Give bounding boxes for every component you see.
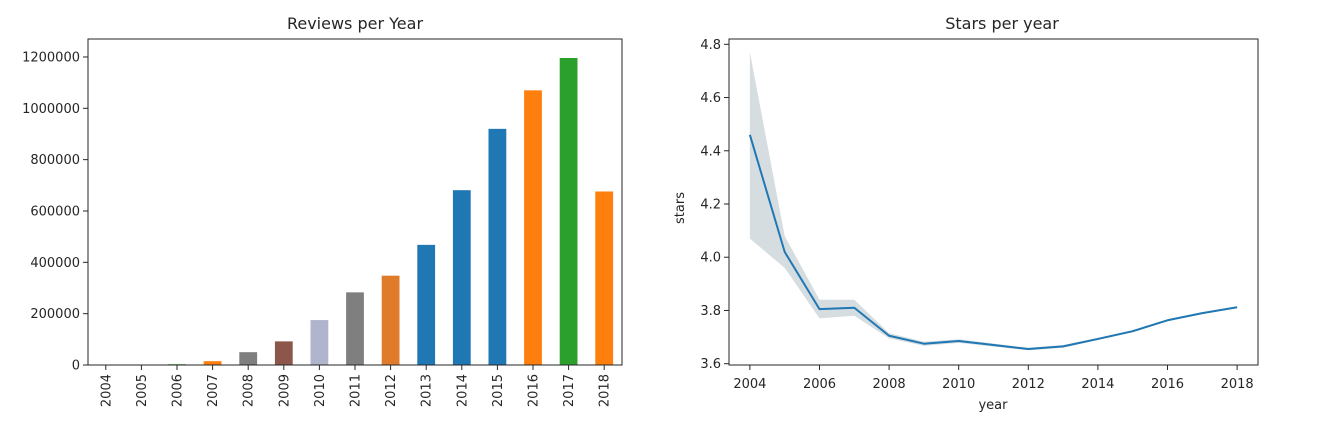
line-y-axis-label: stars: [673, 192, 688, 224]
bar-y-tick-label: 600000: [30, 204, 80, 219]
stars-line: [748, 134, 1238, 351]
bar-x-tick-label: 2007: [206, 374, 221, 407]
bar-2017: [559, 57, 578, 366]
line-y-tick-label: 4.2: [700, 197, 721, 212]
line-y-tick-label: 4.8: [700, 38, 721, 53]
bar-chart-title: Reviews per Year: [287, 14, 423, 33]
line-x-axis: 2004 2006 2008 2010 2012 2014 2016 2018: [733, 365, 1254, 392]
line-y-tick-label: 3.6: [700, 357, 721, 372]
bar-x-tick-label: 2005: [135, 374, 150, 407]
bar-y-tick-label: 0: [72, 359, 80, 374]
bar-chart: Reviews per Year 0 200000 400000 600000 8000…: [22, 14, 623, 407]
line-x-axis-label: year: [978, 398, 1008, 413]
line-y-tick-label: 4.6: [700, 91, 721, 106]
bar-x-tick-label: 2013: [420, 374, 435, 407]
line-x-tick-label: 2008: [873, 377, 906, 392]
bar-y-tick-label: 1000000: [22, 102, 80, 117]
line-x-tick-label: 2006: [803, 377, 836, 392]
line-chart-title: Stars per year: [945, 14, 1059, 33]
line-x-tick-label: 2004: [733, 377, 766, 392]
bar-x-tick-label: 2017: [562, 374, 577, 407]
bar-x-tick-label: 2014: [455, 374, 470, 407]
confidence-band: [749, 52, 1238, 351]
bar-x-axis: 2004 2005 2006 2007 2008 2009 2010 2011 2012 2013…: [99, 365, 613, 407]
line-y-tick-label: 3.8: [700, 304, 721, 319]
bar-2011: [346, 292, 364, 365]
bar-x-tick-label: 2006: [171, 374, 186, 407]
bar-x-tick-label: 2011: [349, 374, 364, 407]
line-y-tick-label: 4.4: [700, 144, 721, 159]
bar-2008: [239, 352, 258, 365]
bar-2016: [524, 90, 542, 365]
bar-x-tick-label: 2009: [277, 374, 292, 407]
bar-x-tick-label: 2015: [491, 374, 506, 407]
line-x-tick-label: 2014: [1081, 377, 1114, 392]
bar-2014: [452, 190, 471, 365]
bar-y-tick-label: 400000: [30, 256, 80, 271]
bar-y-axis: 0 200000 400000 600000 800000 1000000 1200000: [22, 50, 88, 374]
bar-2018: [595, 191, 614, 365]
line-marks: [748, 52, 1238, 351]
bar-2015: [488, 128, 507, 365]
bar-2009: [274, 341, 293, 365]
bar-plot-frame: [87, 38, 623, 366]
bar-marks: [96, 57, 614, 366]
bar-y-tick-label: 800000: [30, 153, 80, 168]
line-y-axis: 3.6 3.8 4.0 4.2 4.4 4.6 4.8: [700, 38, 729, 372]
line-x-tick-label: 2010: [942, 377, 975, 392]
bar-x-tick-label: 2018: [598, 374, 613, 407]
bar-y-tick-label: 200000: [30, 307, 80, 322]
line-y-tick-label: 4.0: [700, 251, 721, 266]
bar-x-tick-label: 2012: [384, 374, 399, 407]
bar-x-tick-label: 2004: [99, 374, 114, 407]
line-x-tick-label: 2016: [1151, 377, 1184, 392]
bar-2010: [310, 320, 329, 365]
line-plot-frame: [728, 38, 1259, 366]
line-x-tick-label: 2012: [1012, 377, 1045, 392]
line-chart: Stars per year 3.6 3.8 4.0 4.2 4.4 4.6 4.8 200…: [673, 14, 1259, 413]
line-x-tick-label: 2018: [1221, 377, 1254, 392]
bar-2007: [203, 361, 222, 365]
bar-x-tick-label: 2010: [313, 374, 328, 407]
bar-x-tick-label: 2016: [527, 374, 542, 407]
bar-x-tick-label: 2008: [242, 374, 257, 407]
bar-y-tick-label: 1200000: [22, 50, 80, 65]
bar-2012: [381, 275, 400, 365]
bar-2013: [417, 244, 436, 365]
